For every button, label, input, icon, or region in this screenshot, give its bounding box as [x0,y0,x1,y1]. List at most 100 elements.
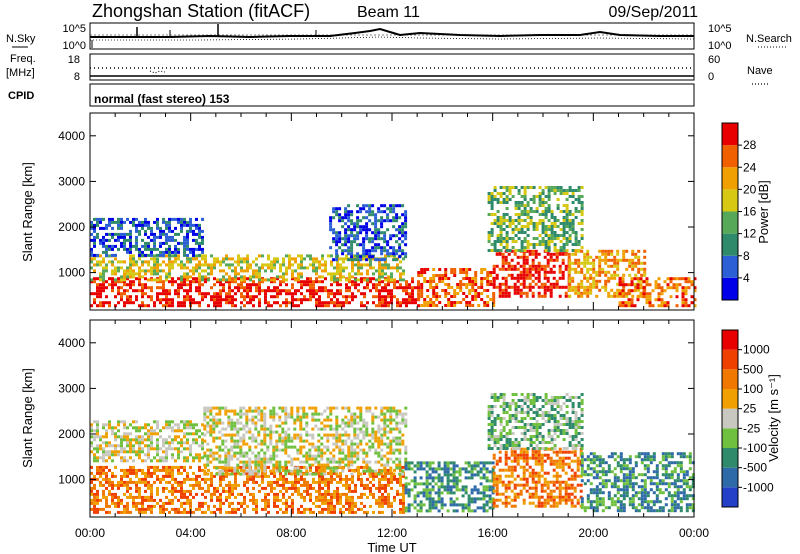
heatmap-cell [523,192,527,195]
heatmap-cell [165,501,168,505]
heatmap-cell [438,295,442,298]
heatmap-cell [374,430,378,434]
heatmap-cell [234,480,237,484]
heatmap-cell [291,486,294,490]
heatmap-cell [138,468,141,472]
heatmap-cell [230,454,234,458]
heatmap-cell [132,289,135,293]
heatmap-cell [90,480,93,484]
heatmap-cell [537,267,541,271]
heatmap-cell [315,301,318,305]
heatmap-cell [474,280,478,283]
heatmap-cell [369,263,372,267]
heatmap-cell [492,292,496,295]
heatmap-cell [248,463,252,467]
heatmap-cell [383,210,387,214]
heatmap-cell [372,286,375,290]
heatmap-cell [291,292,294,296]
heatmap-cell [105,423,108,427]
heatmap-cell [490,207,494,210]
heatmap-cell [450,268,454,271]
heatmap-cell [206,406,210,410]
heatmap-cell [141,435,144,439]
heatmap-cell [153,266,156,270]
heatmap-cell [559,249,563,252]
heatmap-cell [99,254,102,258]
heatmap-cell [408,301,411,305]
heatmap-cell [622,294,626,298]
heatmap-cell [272,409,276,413]
heatmap-cell [204,480,207,484]
heatmap-cell [120,450,123,454]
heatmap-cell [580,261,584,265]
heatmap-cell [387,483,390,487]
heatmap-cell [165,486,168,490]
heatmap-cell [565,204,569,207]
heatmap-cell [645,280,649,284]
heatmap-cell [329,472,333,476]
y-tick-label: 2000 [58,220,85,234]
heatmap-cell [243,495,246,499]
heatmap-cell [453,271,457,274]
heatmap-cell [195,438,198,442]
heatmap-cell [577,249,581,253]
heatmap-cell [502,228,506,231]
heatmap-cell [380,249,384,253]
heatmap-cell [384,283,387,287]
heatmap-cell [219,260,222,264]
heatmap-cell [267,480,270,484]
heatmap-cell [291,504,294,508]
heatmap-cell [96,495,99,499]
heatmap-cell [344,240,348,244]
heatmap-cell [212,436,216,440]
heatmap-cell [258,298,261,302]
heatmap-cell [267,474,270,478]
heatmap-cell [177,241,180,245]
heatmap-cell [120,244,123,248]
heatmap-cell [129,450,132,454]
heatmap-cell [371,469,375,473]
heatmap-cell [622,285,626,289]
heatmap-cell [222,283,225,287]
heatmap-cell [616,258,620,262]
heatmap-cell [281,439,285,443]
heatmap-cell [327,504,330,508]
heatmap-cell [233,451,237,455]
heatmap-cell [219,269,222,273]
heatmap-cell [177,456,180,460]
heatmap-cell [324,477,327,481]
heatmap-cell [351,298,354,302]
heatmap-cell [108,420,111,424]
heatmap-cell [432,274,436,277]
heatmap-cell [233,412,237,416]
heatmap-cell [499,237,503,240]
heatmap-cell [159,241,162,245]
heatmap-cell [236,418,240,422]
heatmap-cell [111,283,114,287]
heatmap-cell [525,285,529,289]
heatmap-cell [687,277,691,281]
heatmap-cell [216,489,219,493]
heatmap-cell [293,418,297,422]
heatmap-cell [543,285,547,289]
heatmap-cell [513,252,517,256]
heatmap-cell [114,447,117,451]
heatmap-cell [360,301,363,305]
heatmap-cell [384,298,387,302]
heatmap-cell [135,453,138,457]
heatmap-cell [224,409,228,413]
heatmap-cell [544,249,548,252]
heatmap-cell [369,266,372,270]
heatmap-cell [245,463,249,467]
heatmap-cell [153,254,156,258]
heatmap-cell [177,283,180,287]
heatmap-cell [559,186,563,189]
heatmap-cell [174,480,177,484]
heatmap-cell [356,222,360,226]
heatmap-cell [195,477,198,481]
heatmap-cell [162,510,165,514]
heatmap-cell [508,198,512,201]
heatmap-cell [342,257,345,261]
heatmap-cell [90,257,93,261]
